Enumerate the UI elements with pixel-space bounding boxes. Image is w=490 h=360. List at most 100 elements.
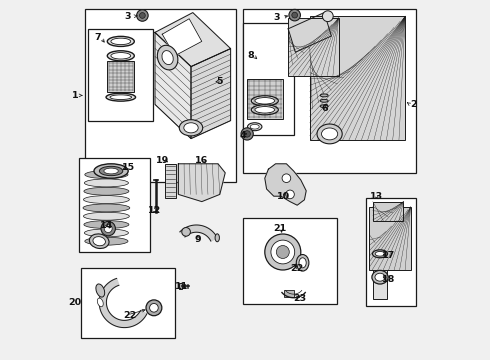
Ellipse shape <box>111 53 131 59</box>
Bar <box>243 218 337 304</box>
Polygon shape <box>191 49 231 139</box>
Circle shape <box>322 11 333 22</box>
Ellipse shape <box>84 221 129 229</box>
Ellipse shape <box>84 179 128 187</box>
Text: 3: 3 <box>125 12 131 21</box>
Text: 7: 7 <box>94 33 101 42</box>
Bar <box>243 23 294 135</box>
Ellipse shape <box>83 212 129 220</box>
Ellipse shape <box>215 234 220 242</box>
Ellipse shape <box>85 237 128 245</box>
Ellipse shape <box>255 98 275 104</box>
Ellipse shape <box>250 124 259 129</box>
Ellipse shape <box>110 95 132 99</box>
Ellipse shape <box>184 123 198 133</box>
Text: 22: 22 <box>123 310 136 320</box>
Text: 4: 4 <box>240 130 246 139</box>
Bar <box>373 202 403 221</box>
Ellipse shape <box>94 164 128 178</box>
Circle shape <box>276 246 289 258</box>
Polygon shape <box>180 225 217 241</box>
Ellipse shape <box>321 128 338 140</box>
Text: 20: 20 <box>69 298 82 307</box>
Text: 10: 10 <box>277 192 290 201</box>
Ellipse shape <box>99 166 123 176</box>
Ellipse shape <box>89 234 109 248</box>
Ellipse shape <box>296 255 309 271</box>
Bar <box>373 268 387 299</box>
Polygon shape <box>155 32 191 139</box>
Text: 13: 13 <box>370 192 383 201</box>
Ellipse shape <box>317 124 342 144</box>
Bar <box>310 16 405 140</box>
Circle shape <box>282 174 291 183</box>
Text: 12: 12 <box>147 206 161 215</box>
Polygon shape <box>162 19 202 56</box>
Ellipse shape <box>372 270 388 284</box>
Ellipse shape <box>84 229 128 237</box>
Polygon shape <box>288 13 331 52</box>
Bar <box>85 9 236 182</box>
Ellipse shape <box>107 36 134 46</box>
Bar <box>79 158 149 252</box>
Ellipse shape <box>375 251 385 256</box>
Circle shape <box>137 10 148 21</box>
Ellipse shape <box>372 250 388 258</box>
Bar <box>243 9 416 173</box>
Polygon shape <box>265 164 306 205</box>
Text: 6: 6 <box>321 104 327 112</box>
Text: 8: 8 <box>248 51 254 60</box>
Text: 19: 19 <box>156 156 170 165</box>
Text: 15: 15 <box>122 163 135 172</box>
Text: 3: 3 <box>273 13 280 22</box>
Circle shape <box>182 228 191 236</box>
Text: 21: 21 <box>273 224 286 233</box>
Bar <box>288 18 339 76</box>
Ellipse shape <box>111 38 131 45</box>
Ellipse shape <box>96 284 105 297</box>
Text: 11: 11 <box>175 282 188 291</box>
Circle shape <box>244 131 250 137</box>
Bar <box>369 207 411 270</box>
Bar <box>366 198 416 306</box>
Ellipse shape <box>85 171 128 179</box>
Text: 14: 14 <box>100 220 113 230</box>
Text: 5: 5 <box>217 77 223 85</box>
Ellipse shape <box>247 123 262 131</box>
Text: 23: 23 <box>294 294 307 302</box>
Ellipse shape <box>83 204 130 212</box>
Circle shape <box>289 9 300 21</box>
Ellipse shape <box>320 99 328 102</box>
Ellipse shape <box>251 105 278 115</box>
Text: 1: 1 <box>72 91 78 100</box>
Circle shape <box>241 128 253 140</box>
Bar <box>284 290 294 297</box>
Text: 18: 18 <box>382 274 395 284</box>
Ellipse shape <box>106 93 136 101</box>
Ellipse shape <box>84 187 129 195</box>
Ellipse shape <box>299 258 306 268</box>
Circle shape <box>101 221 116 236</box>
Circle shape <box>146 300 162 316</box>
Circle shape <box>286 190 294 199</box>
Ellipse shape <box>255 107 275 113</box>
Ellipse shape <box>157 45 178 70</box>
Circle shape <box>140 13 145 18</box>
Polygon shape <box>155 13 231 67</box>
Ellipse shape <box>104 168 118 174</box>
Bar <box>81 268 175 338</box>
Circle shape <box>149 303 158 312</box>
Polygon shape <box>178 164 225 202</box>
Ellipse shape <box>179 120 203 136</box>
Text: 17: 17 <box>382 251 395 260</box>
Circle shape <box>271 240 294 264</box>
Ellipse shape <box>375 273 385 281</box>
Circle shape <box>265 234 301 270</box>
Polygon shape <box>99 278 147 328</box>
Ellipse shape <box>93 237 105 246</box>
Text: 22: 22 <box>291 264 304 273</box>
Ellipse shape <box>320 94 328 97</box>
Ellipse shape <box>162 51 173 64</box>
Ellipse shape <box>98 298 103 307</box>
Circle shape <box>292 12 297 18</box>
